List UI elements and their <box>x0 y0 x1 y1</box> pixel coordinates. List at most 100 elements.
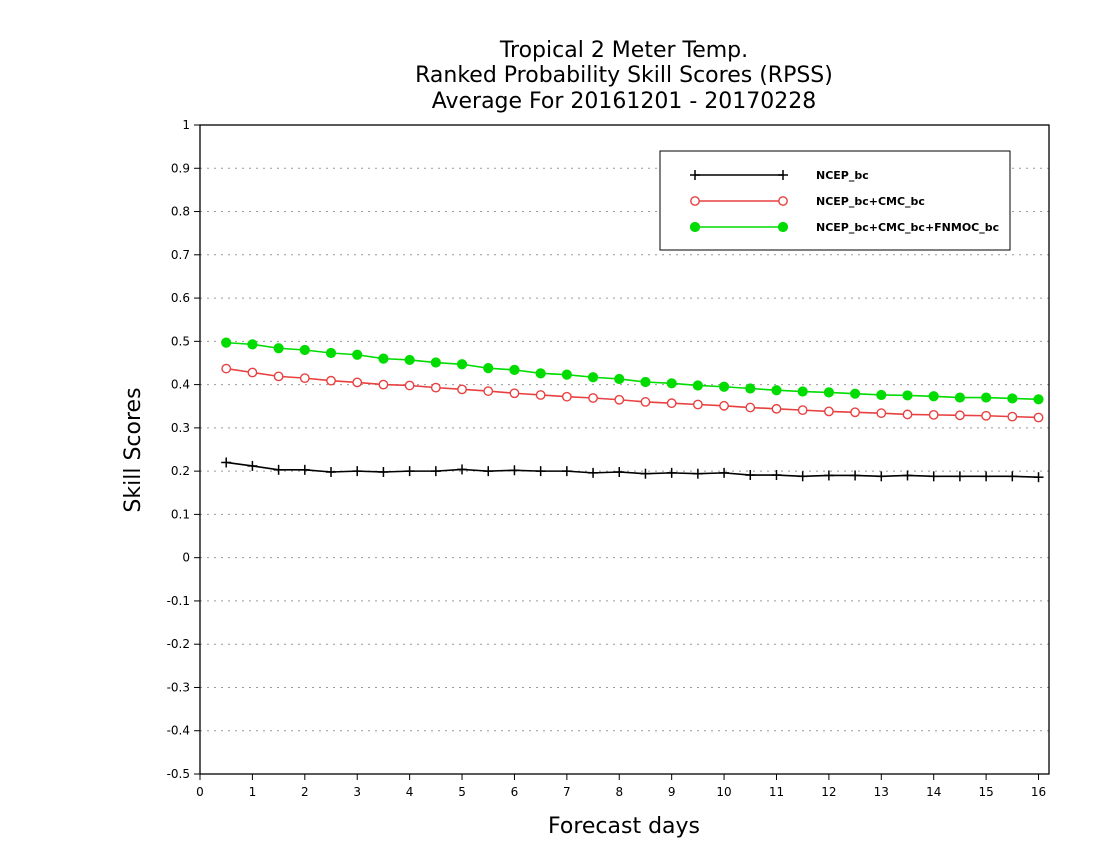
series-1-point <box>771 470 782 481</box>
y-axis: -0.5 -0.4 -0.3 -0.2 -0.1 0 0.1 0.2 0.3 0.4 0.5 0.6 0… <box>167 118 200 781</box>
chart-title-line-2: Ranked Probability Skill Scores (RPSS) <box>415 63 833 88</box>
series-1-point <box>850 470 861 481</box>
series-1-point <box>1033 472 1044 483</box>
series-3-point <box>849 388 861 399</box>
series-1-point <box>692 468 703 479</box>
series-3-point <box>325 347 337 359</box>
series-2-point <box>535 390 546 400</box>
series-2-point <box>981 410 992 421</box>
series-2-point <box>588 393 598 403</box>
legend-marker <box>778 196 788 206</box>
y-tick-label: 0.1 <box>171 507 190 521</box>
x-tick-label: 8 <box>615 785 623 799</box>
series-3-point <box>404 354 415 366</box>
legend-entry: NCEP_bc+CMC_bc <box>690 195 925 208</box>
legend-label: NCEP_bc <box>816 169 869 182</box>
series-2-point <box>745 402 756 413</box>
series-3-point <box>299 344 310 356</box>
series-3-point <box>561 369 572 380</box>
series-2-point <box>273 371 284 382</box>
series-1-point <box>797 471 808 482</box>
series-2 <box>221 363 1044 423</box>
x-tick-label: 1 <box>249 785 257 799</box>
series-1-point <box>404 466 415 477</box>
y-tick-label: 1 <box>182 118 190 132</box>
chart-title-line-1: Tropical 2 Meter Temp. <box>499 38 749 63</box>
series-1-point <box>221 457 232 468</box>
x-tick-label: 2 <box>301 785 309 799</box>
series-2-point <box>614 394 625 405</box>
y-tick-label: 0.3 <box>171 421 190 435</box>
x-axis-title: Forecast days <box>548 814 700 839</box>
series-2-point <box>457 384 467 395</box>
series-1-point <box>483 466 494 477</box>
series-3-point <box>587 372 599 383</box>
legend: NCEP_bc NCEP_bc+CMC_bc NCEP_bc+CMC_bc+FNMO… <box>659 150 1011 251</box>
y-tick-label: -0.5 <box>167 767 190 781</box>
x-tick-label: 13 <box>874 785 889 799</box>
y-tick-label: 0.9 <box>171 161 190 175</box>
series-2-point <box>719 400 729 411</box>
series-2-point <box>509 388 520 399</box>
grid-lines <box>200 167 1049 732</box>
x-tick-label: 3 <box>353 785 361 799</box>
series-3-point <box>876 389 887 401</box>
series-3-point <box>509 364 520 375</box>
series-3-point <box>430 357 441 368</box>
x-tick-label: 14 <box>926 785 941 799</box>
x-tick-label: 15 <box>978 785 993 799</box>
series-3-point <box>692 380 703 391</box>
series-3-point <box>273 343 284 354</box>
series-1-point <box>928 471 939 482</box>
series-3-line <box>226 341 1039 401</box>
x-tick-label: 16 <box>1031 785 1046 799</box>
series-3-point <box>981 392 992 403</box>
y-tick-label: 0.8 <box>171 205 190 219</box>
chart-title-line-3: Average For 20161201 - 20170228 <box>431 89 817 114</box>
series-group <box>221 337 1044 483</box>
legend-marker <box>689 221 701 233</box>
x-tick-label: 9 <box>668 785 676 799</box>
series-2-point <box>378 379 389 390</box>
series-2-point <box>928 409 939 420</box>
series-3-point <box>456 359 468 370</box>
series-1-point <box>1007 471 1018 482</box>
y-tick-label: -0.1 <box>167 594 190 608</box>
legend-label: NCEP_bc+CMC_bc+FNMOC_bc <box>816 221 999 234</box>
series-2-point <box>1007 411 1018 422</box>
series-3-point <box>1007 393 1018 404</box>
series-3-point <box>928 391 939 402</box>
series-1-point <box>561 466 572 477</box>
series-3-point <box>797 386 808 397</box>
series-1-point <box>273 464 284 475</box>
series-1-point <box>457 464 468 475</box>
series-3-point <box>902 390 913 401</box>
y-tick-label: -0.4 <box>167 724 190 738</box>
series-2-point <box>326 375 336 386</box>
series-1-point <box>535 466 546 477</box>
series-1-point <box>666 467 677 478</box>
series-1-point <box>299 464 310 475</box>
series-2-point <box>955 410 965 421</box>
legend-marker <box>778 170 788 180</box>
series-1-point <box>745 470 756 481</box>
series-2-point <box>299 373 310 384</box>
legend-entry: NCEP_bc+CMC_bc+FNMOC_bc <box>689 221 999 234</box>
series-2-point <box>430 382 441 393</box>
series-2-point <box>850 407 860 418</box>
series-3-point <box>666 378 677 389</box>
x-tick-label: 7 <box>563 785 571 799</box>
x-tick-label: 5 <box>458 785 466 799</box>
y-tick-label: 0.7 <box>171 248 190 262</box>
plot-frame <box>199 124 1050 775</box>
x-axis: 0 1 2 3 4 5 6 7 8 9 10 11 12 13 14 15 16 <box>196 774 1046 799</box>
legend-label: NCEP_bc+CMC_bc <box>816 195 925 208</box>
series-3 <box>221 337 1044 405</box>
series-2-point <box>771 403 782 414</box>
legend-marker <box>777 221 789 233</box>
series-2-point <box>692 399 703 410</box>
series-1-point <box>247 460 258 471</box>
series-2-point <box>902 409 913 420</box>
y-axis-title: Skill Scores <box>121 387 146 512</box>
y-tick-label: -0.2 <box>167 637 190 651</box>
